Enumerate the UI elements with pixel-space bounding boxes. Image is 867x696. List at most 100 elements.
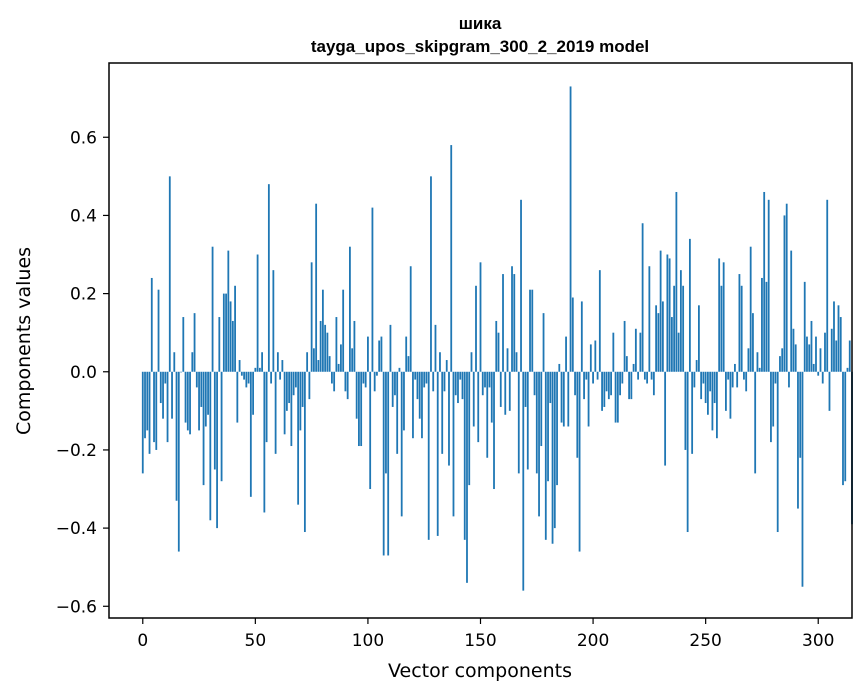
bar-152 bbox=[484, 371, 486, 388]
bar-113 bbox=[396, 371, 399, 454]
bar-116 bbox=[403, 371, 405, 431]
bar-227 bbox=[652, 371, 655, 396]
bar-29 bbox=[207, 371, 209, 415]
bar-296 bbox=[808, 344, 811, 372]
bar-244 bbox=[691, 371, 694, 454]
bar-33 bbox=[216, 371, 218, 529]
bar-105 bbox=[378, 340, 381, 372]
bar-22 bbox=[191, 352, 194, 372]
bar-23 bbox=[193, 313, 196, 372]
bar-277 bbox=[765, 281, 768, 372]
bar-76 bbox=[312, 348, 315, 372]
bar-269 bbox=[747, 348, 750, 372]
bar-295 bbox=[806, 336, 808, 372]
bar-132 bbox=[439, 352, 441, 372]
bar-86 bbox=[335, 317, 338, 372]
bar-238 bbox=[677, 332, 680, 372]
bar-0 bbox=[141, 371, 144, 474]
bar-44 bbox=[240, 371, 243, 376]
bar-222 bbox=[641, 223, 644, 372]
bar-217 bbox=[630, 371, 633, 400]
bar-41 bbox=[234, 285, 236, 372]
bar-303 bbox=[824, 332, 826, 372]
bar-235 bbox=[670, 317, 673, 372]
bar-45 bbox=[243, 371, 245, 380]
bar-210 bbox=[614, 371, 617, 423]
bar-308 bbox=[835, 340, 838, 372]
bar-101 bbox=[369, 371, 372, 490]
bar-288 bbox=[790, 250, 793, 372]
bar-104 bbox=[376, 371, 378, 376]
bar-92 bbox=[349, 246, 351, 372]
y-tick-label: 0.4 bbox=[70, 206, 97, 226]
bar-114 bbox=[398, 367, 401, 372]
bar-21 bbox=[189, 371, 191, 435]
bar-253 bbox=[711, 371, 714, 431]
bar-161 bbox=[504, 371, 507, 415]
bar-176 bbox=[538, 371, 540, 517]
bar-7 bbox=[157, 289, 160, 372]
bar-282 bbox=[776, 371, 779, 533]
bar-97 bbox=[360, 371, 363, 447]
bar-226 bbox=[650, 371, 653, 380]
bar-262 bbox=[731, 371, 734, 388]
y-tick-label: −0.4 bbox=[56, 519, 97, 539]
bar-292 bbox=[799, 371, 802, 458]
bar-306 bbox=[830, 328, 833, 372]
bar-107 bbox=[382, 371, 385, 556]
bar-36 bbox=[222, 293, 225, 372]
bar-207 bbox=[607, 371, 610, 400]
bar-135 bbox=[445, 360, 448, 372]
bar-108 bbox=[385, 371, 387, 474]
bar-9 bbox=[162, 371, 164, 419]
bar-291 bbox=[797, 371, 799, 509]
bar-2 bbox=[146, 371, 149, 431]
bar-200 bbox=[592, 371, 594, 384]
bar-170 bbox=[524, 371, 527, 407]
bar-58 bbox=[272, 270, 275, 372]
bar-281 bbox=[774, 371, 777, 384]
x-tick-label: 50 bbox=[245, 631, 267, 651]
bar-283 bbox=[779, 356, 781, 372]
bar-290 bbox=[794, 344, 797, 372]
y-axis-ticks: −0.6 −0.4 −0.2 0.0 0.2 0.4 0.6 bbox=[56, 128, 109, 617]
bar-312 bbox=[844, 371, 847, 482]
bar-278 bbox=[767, 199, 770, 372]
bar-16 bbox=[177, 371, 180, 552]
bar-19 bbox=[184, 371, 187, 423]
bar-94 bbox=[353, 320, 356, 372]
bar-298 bbox=[812, 363, 815, 372]
bar-175 bbox=[535, 371, 538, 474]
bar-194 bbox=[578, 371, 581, 552]
x-tick-label: 100 bbox=[352, 631, 384, 651]
bar-118 bbox=[407, 356, 410, 372]
bar-125 bbox=[423, 371, 426, 388]
bar-117 bbox=[405, 336, 408, 372]
bar-139 bbox=[454, 371, 457, 396]
bar-142 bbox=[461, 371, 464, 400]
bar-111 bbox=[391, 371, 394, 407]
bar-241 bbox=[684, 371, 687, 450]
bar-172 bbox=[529, 289, 531, 372]
bar-147 bbox=[472, 371, 475, 427]
bar-201 bbox=[594, 340, 597, 372]
bar-230 bbox=[659, 250, 662, 372]
bar-275 bbox=[761, 277, 763, 372]
bar-199 bbox=[589, 344, 592, 372]
bar-98 bbox=[362, 371, 365, 384]
bar-314 bbox=[848, 340, 851, 372]
bar-183 bbox=[553, 371, 556, 529]
bar-273 bbox=[756, 352, 759, 372]
bar-163 bbox=[508, 371, 511, 411]
bar-103 bbox=[373, 371, 376, 392]
bar-204 bbox=[601, 371, 603, 411]
bar-233 bbox=[666, 254, 669, 372]
bar-260 bbox=[727, 371, 730, 380]
bar-141 bbox=[459, 371, 462, 380]
bar-27 bbox=[202, 371, 205, 486]
bar-157 bbox=[495, 320, 498, 372]
bar-307 bbox=[833, 301, 835, 372]
bar-236 bbox=[673, 285, 676, 372]
bar-15 bbox=[175, 371, 178, 501]
